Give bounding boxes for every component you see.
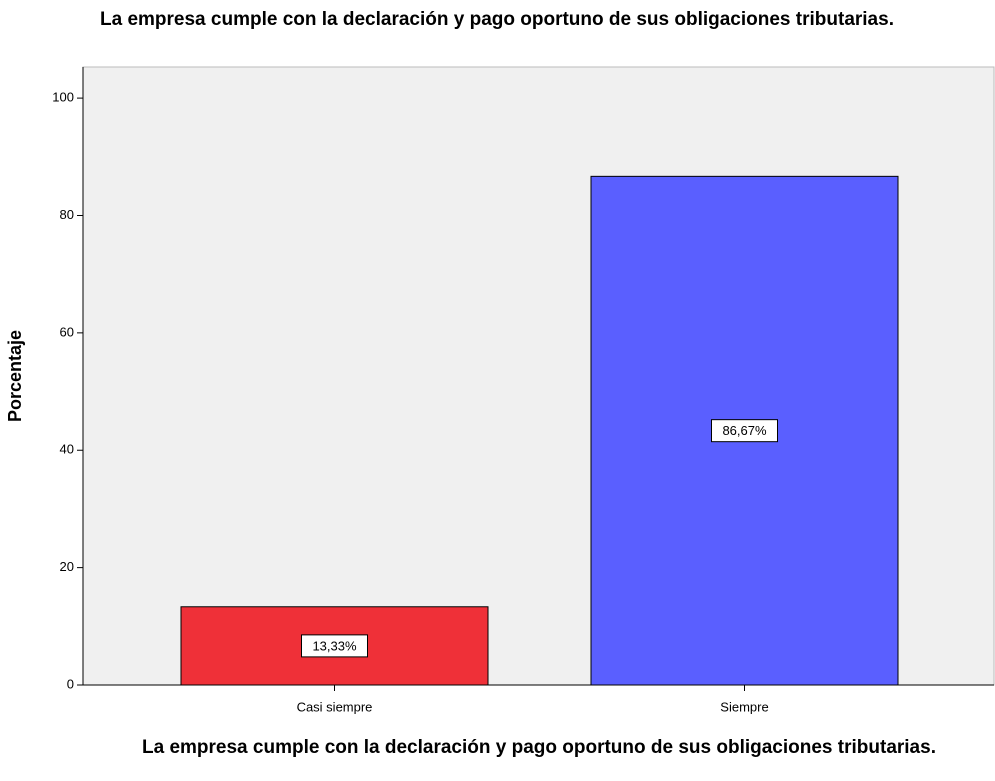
chart: Porcentaje 0 20 40 60 80 100 Casi siempre 13,33… [5,66,995,714]
y-axis-label: Porcentaje [5,330,25,422]
y-tick-label: 20 [60,559,74,574]
x-tick-label: Siempre [720,699,768,714]
data-label-box [711,419,778,443]
x-axis-label: La empresa cumple con la declaración y p… [142,737,936,758]
data-label: 86,67% [722,423,767,438]
chart-title: La empresa cumple con la declaración y p… [100,9,894,30]
y-tick-label: 40 [60,442,74,457]
data-label-box [301,634,368,658]
y-tick-label: 80 [60,207,74,222]
x-tick-label: Casi siempre [297,699,373,714]
y-tick-label: 0 [67,676,74,691]
y-tick-label: 100 [52,90,74,105]
data-label: 13,33% [312,638,357,653]
y-tick-label: 60 [60,324,74,339]
